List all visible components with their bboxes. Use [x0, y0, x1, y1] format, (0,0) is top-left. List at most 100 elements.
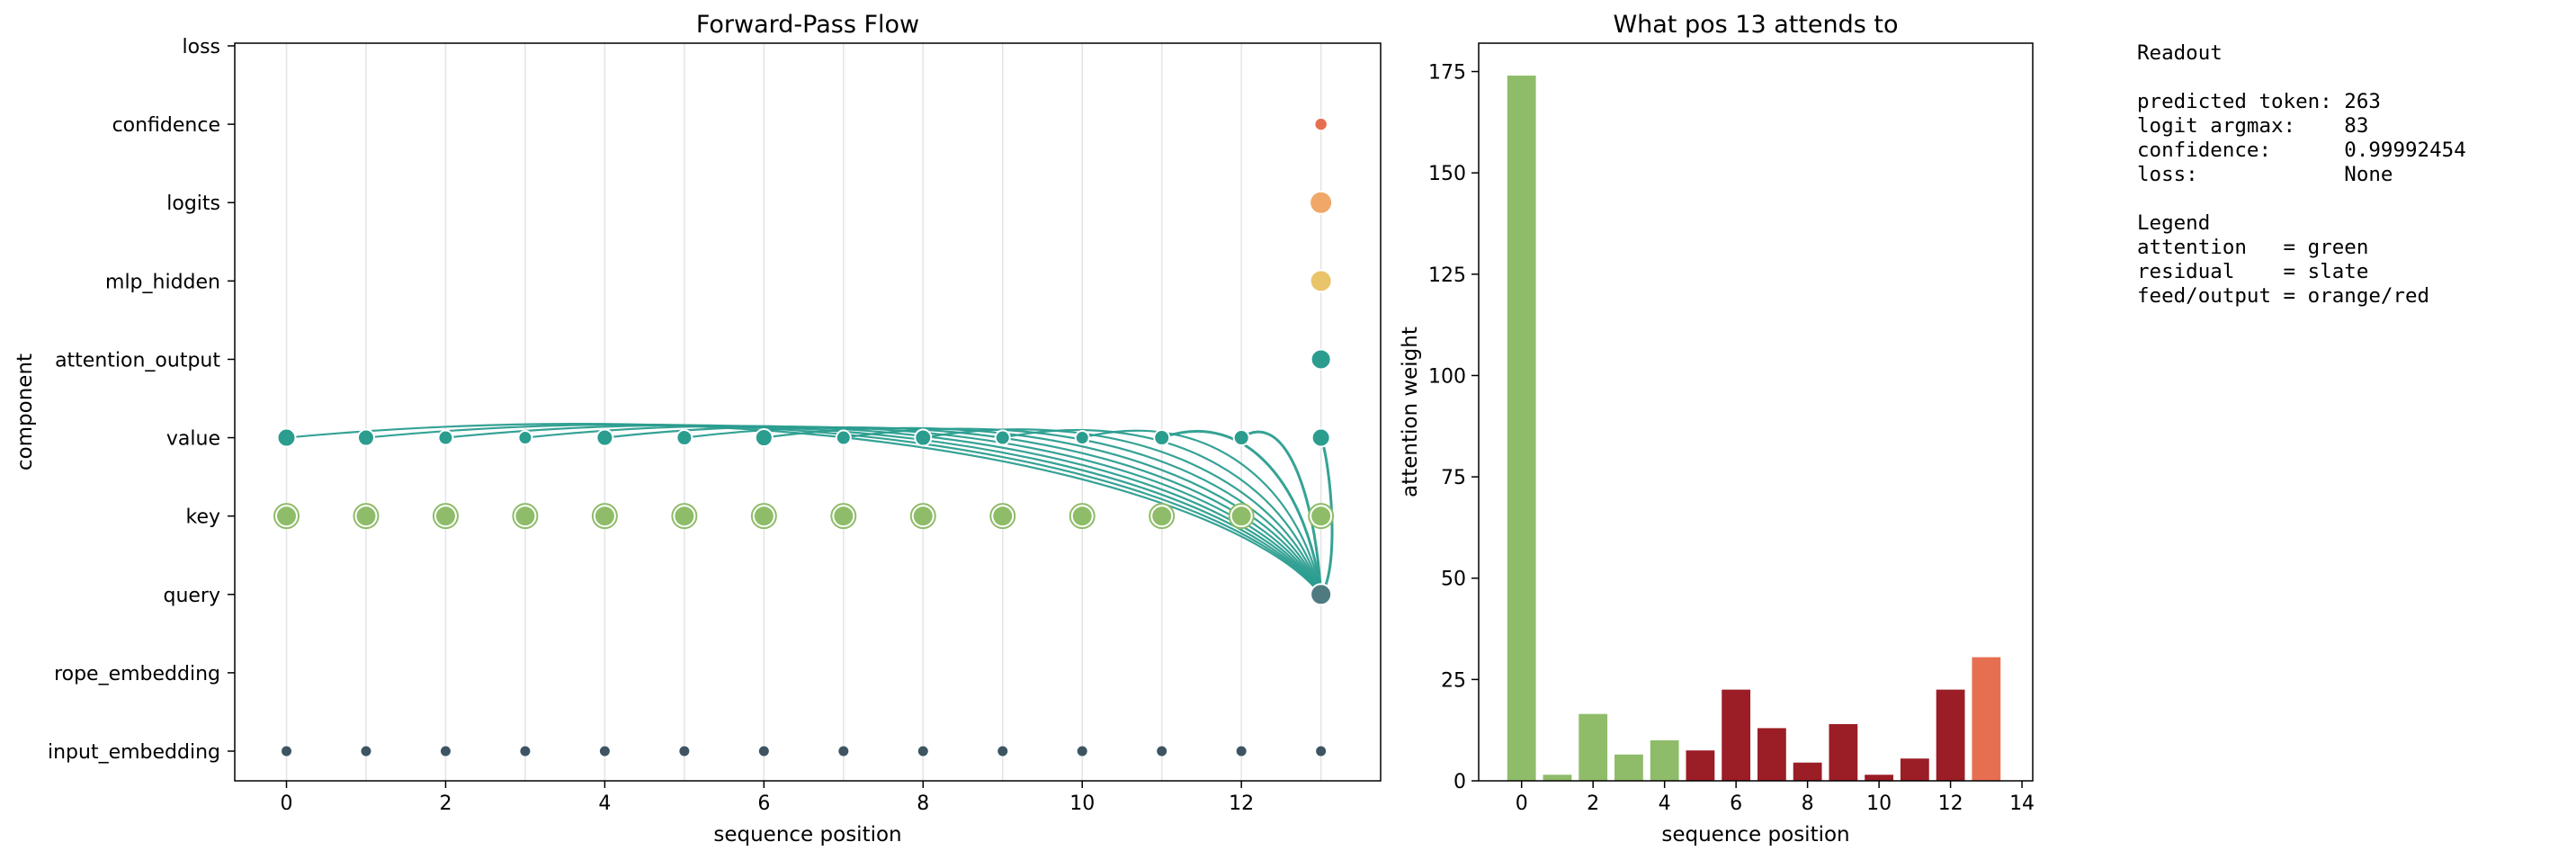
key-node [675, 506, 694, 526]
readout-blank [2137, 66, 2466, 90]
value-node [1232, 429, 1250, 447]
bar-y-tick-label: 25 [1441, 669, 1466, 692]
input-embedding-node [1077, 746, 1087, 757]
readout-predicted-token: predicted token: 263 [2137, 90, 2381, 113]
flow-nodes [273, 117, 1335, 757]
bar-chart-title: What pos 13 attends to [1613, 11, 1898, 39]
value-node [595, 428, 614, 447]
legend-feed: feed/output = orange/red [2137, 284, 2430, 308]
value-node [994, 429, 1011, 446]
key-node [277, 506, 297, 526]
flow-x-axis-label: sequence position [713, 823, 901, 847]
input-embedding-node [1236, 746, 1247, 757]
bar-x-tick-label: 2 [1587, 793, 1599, 815]
attention-bar [1793, 762, 1822, 781]
flow-y-tick-label: loss [183, 36, 221, 58]
attention-arc [1240, 430, 1323, 595]
value-node [1074, 430, 1090, 446]
flow-y-tick-label: query [163, 585, 220, 607]
flow-y-tick-label: input_embedding [48, 741, 220, 764]
attention-bar [1507, 76, 1536, 782]
attention-bar [1650, 739, 1679, 781]
value-node [356, 428, 375, 447]
attention-bar-chart: What pos 13 attends to sequence position… [1399, 11, 2035, 847]
flow-ticks: 0 2 4 6 8 10 12 loss confidence logits mlp_hiddena… [48, 36, 1254, 815]
key-node [1311, 506, 1331, 526]
input-embedding-node [838, 746, 849, 757]
key-node [1231, 506, 1251, 526]
flow-x-tick-label: 4 [598, 793, 611, 815]
key-node [1072, 506, 1092, 526]
value-node [675, 429, 693, 447]
attention-arc [1081, 429, 1322, 595]
attention-arc [684, 426, 1322, 596]
attention-bar [1686, 750, 1715, 781]
attention-arc [923, 428, 1322, 596]
value-node [835, 429, 852, 446]
value-node [914, 428, 933, 447]
legend-title: Legend [2137, 211, 2211, 235]
attention-bar [1757, 728, 1786, 781]
flow-axes-frame [234, 42, 1382, 782]
attention-bar [1829, 723, 1858, 781]
attention-bar [1722, 689, 1751, 781]
confidence-node [1313, 117, 1328, 131]
bar-ticks: 0 2 4 6 8 10 12 14 0 25 50 75 100 125 150 175 [1428, 62, 2035, 815]
attention-bar [1900, 758, 1929, 781]
input-embedding-node [758, 746, 769, 757]
attention-bar [1614, 754, 1643, 781]
bar-x-tick-label: 10 [1866, 793, 1892, 815]
attention-arc [843, 427, 1322, 596]
flow-y-tick-label: value [166, 428, 220, 451]
key-node [515, 506, 535, 526]
query-node [1310, 583, 1333, 606]
value-node [437, 429, 454, 446]
legend-residual: residual = slate [2137, 260, 2369, 283]
attention-arc [286, 423, 1322, 596]
input-embedding-node [599, 746, 610, 757]
readout-confidence: confidence: 0.99992454 [2137, 139, 2466, 162]
attention-bar [1579, 713, 1608, 781]
key-node [1152, 506, 1172, 526]
flow-y-tick-label: logits [166, 193, 220, 215]
bar-x-tick-label: 0 [1516, 793, 1528, 815]
key-node [435, 506, 455, 526]
flow-gridlines [285, 43, 1322, 781]
readout-panel: Readout predicted token: 263 logit argmax:… [2137, 41, 2466, 309]
forward-pass-flow-chart: Forward-Pass Flow sequence position comp… [13, 11, 1382, 847]
flow-x-tick-label: 10 [1069, 793, 1095, 815]
attention-arc [365, 423, 1322, 596]
attention-bar [1543, 775, 1572, 781]
input-embedding-node [997, 746, 1008, 757]
bar-x-tick-label: 12 [1938, 793, 1963, 815]
readout-loss: loss: None [2137, 163, 2393, 186]
readout-blank [2137, 187, 2466, 211]
bar-x-axis-label: sequence position [1661, 823, 1849, 847]
readout-title: Readout [2137, 41, 2223, 65]
key-node [754, 506, 774, 526]
input-embedding-node [520, 746, 531, 757]
input-embedding-node [917, 746, 928, 757]
input-embedding-node [440, 746, 451, 757]
attention-arcs [286, 423, 1334, 596]
logits-node [1309, 190, 1334, 215]
bar-x-tick-label: 4 [1659, 793, 1671, 815]
attention-arc [1161, 430, 1323, 595]
bar-x-tick-label: 8 [1802, 793, 1814, 815]
key-node [834, 506, 854, 526]
input-embedding-node [282, 746, 292, 757]
key-node [913, 506, 933, 526]
value-node [1310, 427, 1331, 448]
legend-attention: attention = green [2137, 236, 2369, 259]
flow-y-tick-label: mlp_hidden [105, 271, 220, 293]
value-node [517, 430, 533, 446]
bar-y-tick-label: 100 [1428, 365, 1466, 388]
bar-series [1507, 76, 2001, 782]
attention-arc [604, 426, 1322, 596]
value-node [1153, 429, 1171, 447]
flow-x-tick-label: 8 [917, 793, 929, 815]
attention-bar [1936, 689, 1965, 781]
flow-x-tick-label: 0 [281, 793, 293, 815]
flow-y-axis-label: component [13, 354, 37, 470]
